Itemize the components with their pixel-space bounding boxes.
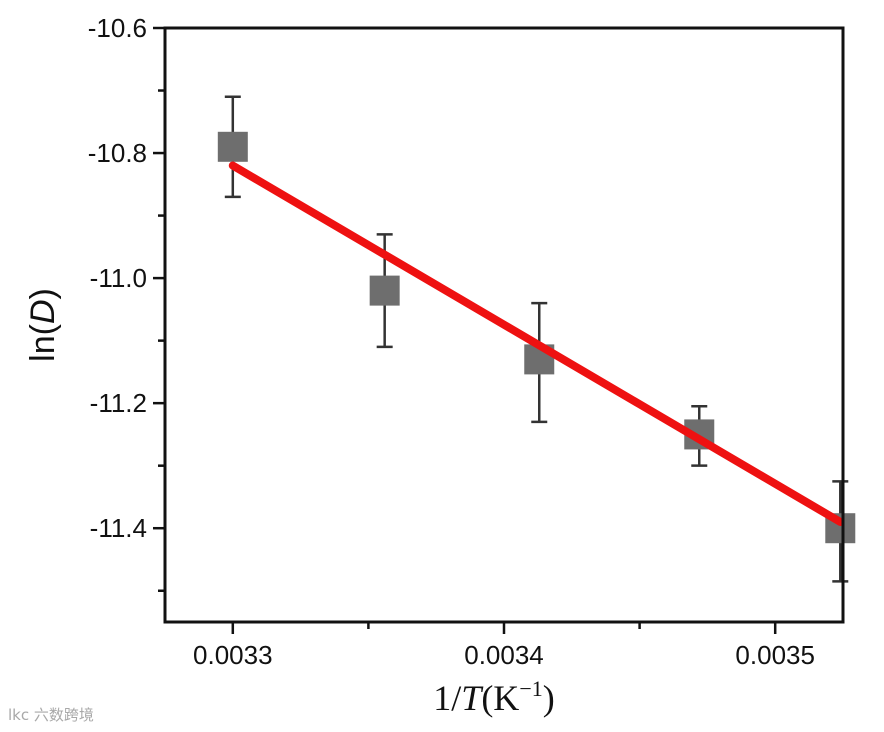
x-axis-label: 1/T(K−1): [433, 676, 554, 718]
y-tick-label: -11.0: [90, 263, 147, 293]
watermark: lkc 六数跨境: [8, 704, 94, 725]
y-axis-ticks: -10.6 -10.8 -11.0 -11.2 -11.4: [88, 13, 165, 592]
x-tick-label: 0.0034: [464, 640, 544, 670]
linear-fit-line: [228, 161, 845, 526]
data-point: [217, 131, 248, 162]
y-axis-label: ln(D): [24, 288, 62, 362]
x-axis-ticks: 0.0033 0.0034 0.0035: [193, 622, 815, 670]
watermark-logo: lkc: [8, 706, 30, 724]
x-tick-label: 0.0033: [193, 640, 273, 670]
y-tick-label: -10.8: [88, 138, 147, 168]
y-tick-label: -11.4: [90, 513, 147, 543]
data-point: [369, 275, 400, 306]
y-tick-label: -11.2: [90, 388, 147, 418]
fit-line-group: [228, 161, 845, 526]
x-tick-label: 0.0035: [735, 640, 815, 670]
watermark-text: 六数跨境: [33, 706, 94, 724]
error-bars: [224, 95, 849, 583]
y-tick-label: -10.6: [88, 13, 147, 43]
data-markers: [217, 131, 856, 544]
plot-frame: [163, 26, 845, 624]
